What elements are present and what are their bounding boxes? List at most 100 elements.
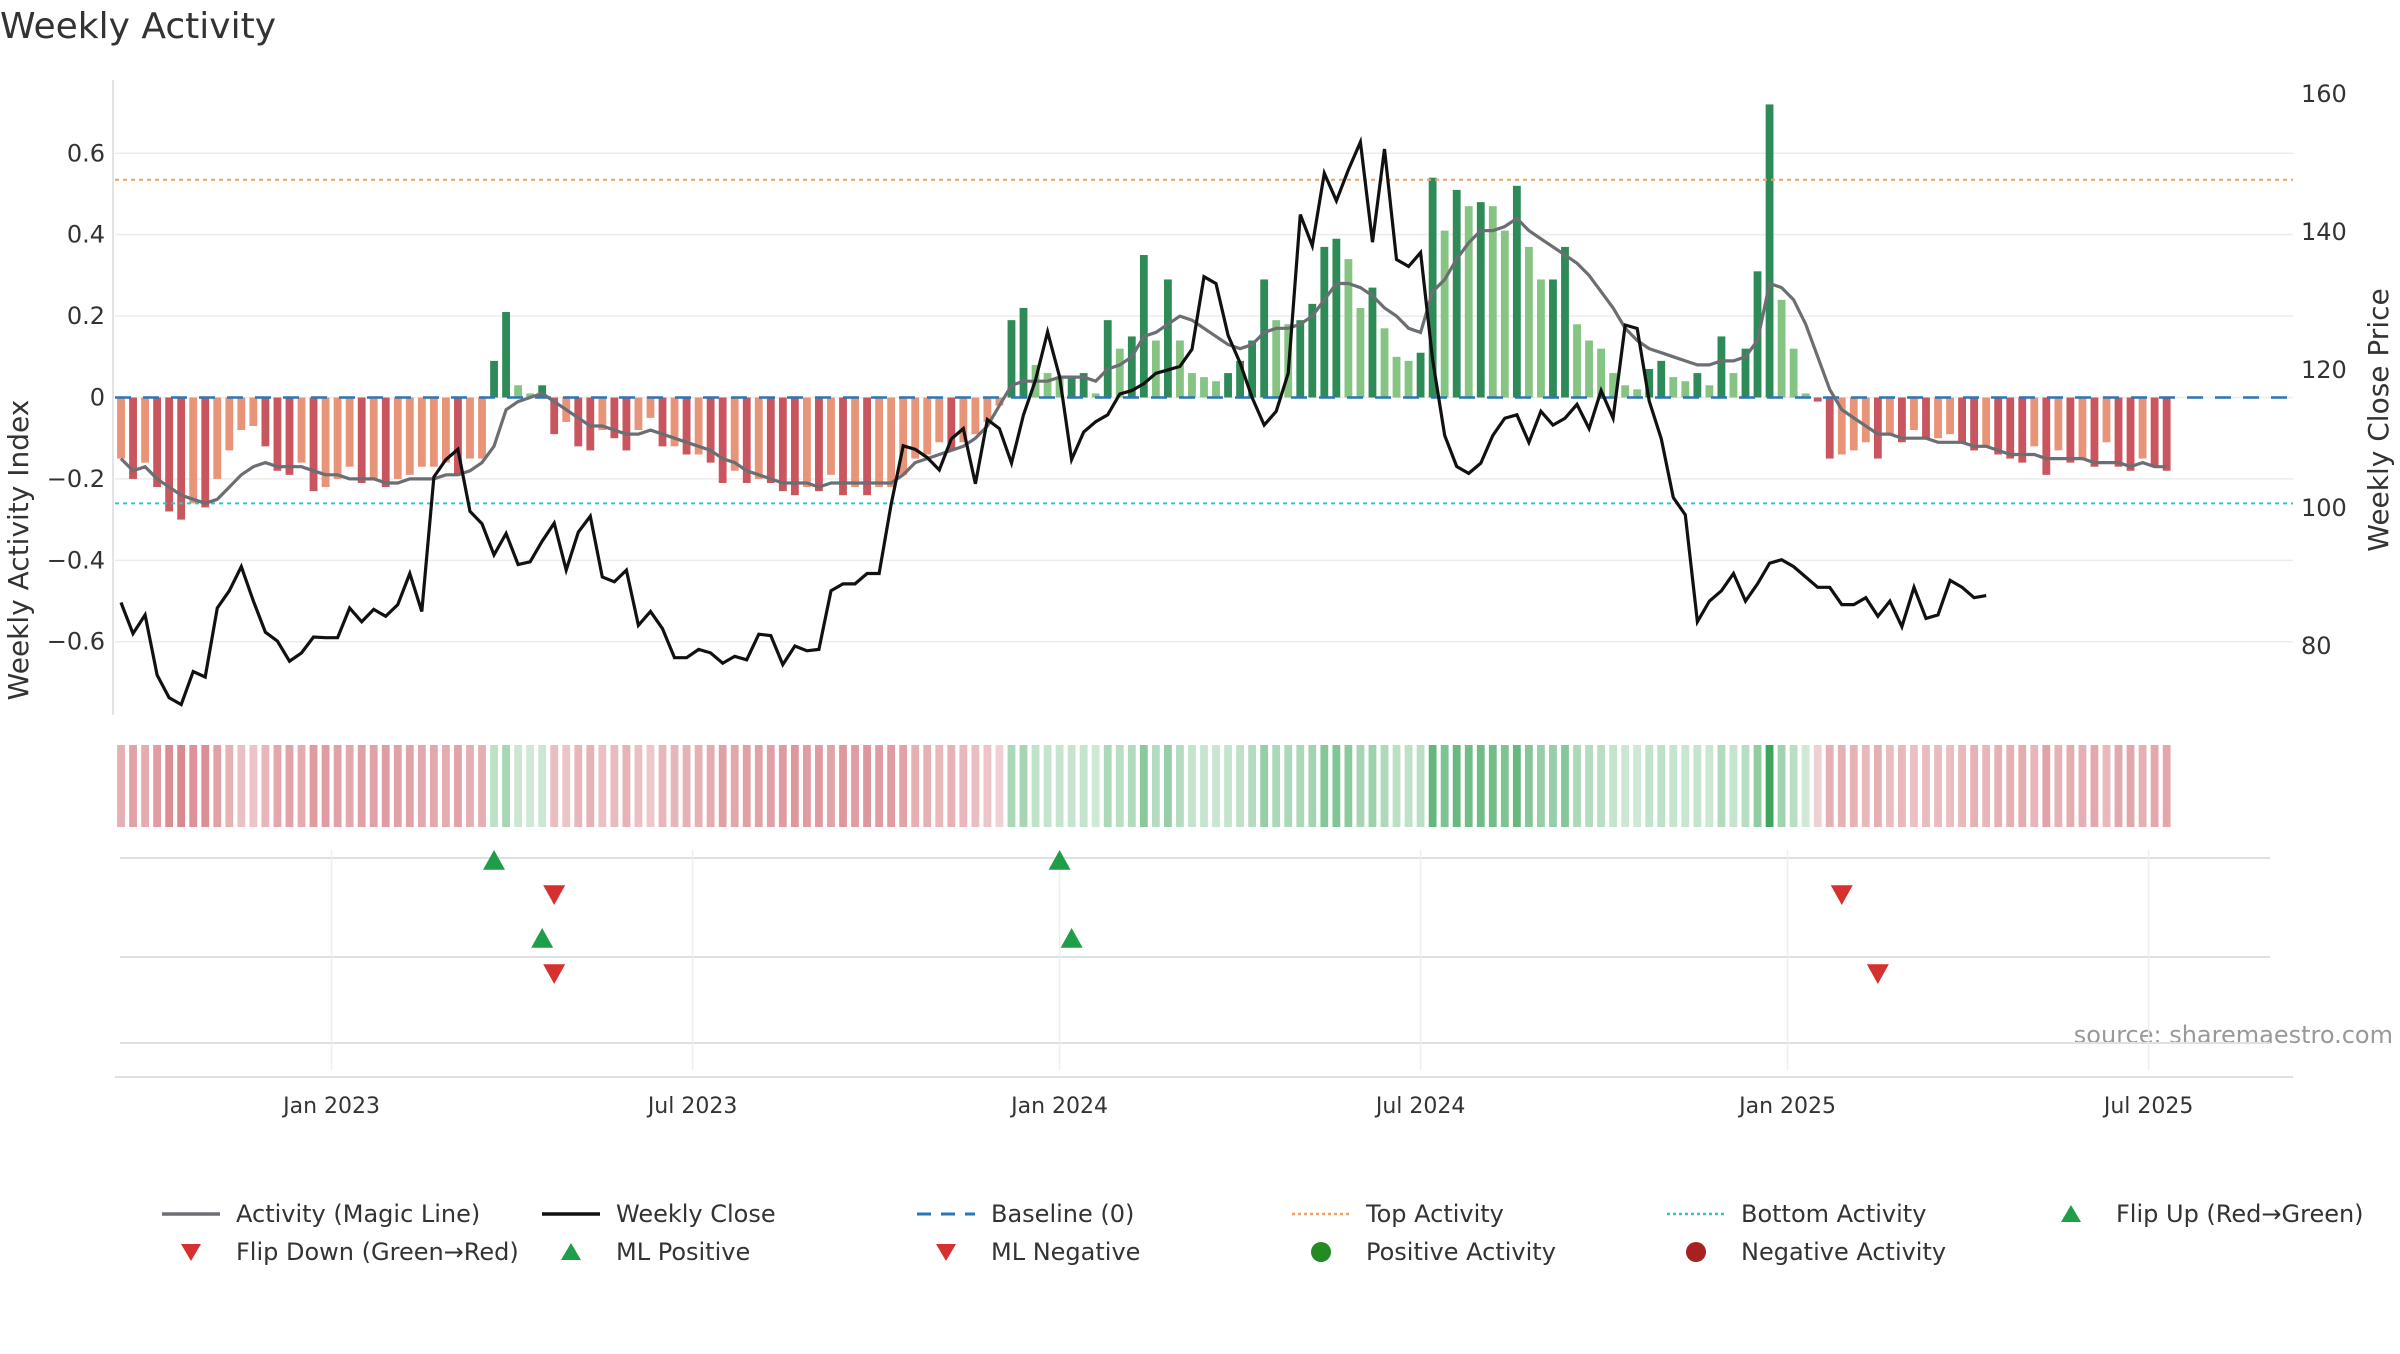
activity-bar (1693, 373, 1702, 398)
heat-strip-cell (2078, 745, 2087, 827)
activity-bar (815, 397, 823, 492)
activity-bar (2126, 397, 2135, 471)
activity-bar (1597, 348, 1606, 398)
activity-bar (1067, 377, 1076, 398)
heat-strip-cell (1910, 745, 1918, 827)
heat-strip-cell (1573, 745, 1581, 827)
heat-strip-cell (1176, 745, 1184, 827)
activity-bar (1813, 397, 1822, 402)
activity-bar (1922, 397, 1930, 439)
heat-strip-cell (2030, 745, 2039, 827)
heat-strip-cell (875, 745, 884, 827)
activity-bar (622, 397, 631, 451)
heat-strip-cell (1729, 745, 1738, 827)
activity-bar (1476, 202, 1485, 398)
heat-strip-cell (2138, 745, 2147, 827)
legend-item: ML Positive (540, 1238, 750, 1266)
activity-bar (502, 312, 510, 398)
activity-bar (1982, 397, 1991, 447)
activity-bar (754, 397, 763, 479)
legend-item: ML Negative (915, 1238, 1140, 1266)
activity-bar (1585, 340, 1593, 398)
heat-strip-cell (213, 745, 222, 827)
activity-bar (1224, 373, 1232, 398)
legend-item: Weekly Close (540, 1200, 776, 1228)
y-tick-label: −0.2 (47, 465, 105, 493)
activity-bar (694, 397, 703, 455)
x-tick-label: Jul 2024 (1374, 1094, 1466, 1119)
heat-strip-cell (369, 745, 378, 827)
activity-bar (454, 397, 462, 475)
activity-bar (2150, 397, 2159, 467)
legend-swatch-icon (936, 1244, 956, 1261)
activity-bar (369, 397, 378, 479)
activity-bar (442, 397, 450, 463)
heat-strip-cell (1151, 745, 1160, 827)
heat-strip-cell (802, 745, 811, 827)
activity-bar (1681, 381, 1690, 398)
heat-strip-cell (923, 745, 932, 827)
heat-strip-cell (574, 745, 583, 827)
heat-strip-cell (622, 745, 631, 827)
heat-strip-cell (598, 745, 607, 827)
heat-strip-cell (141, 745, 149, 827)
activity-bar (1139, 255, 1148, 398)
activity-bar (309, 397, 318, 492)
heat-strip-cell (670, 745, 679, 827)
heat-strip-cell (429, 745, 438, 827)
heat-strip-cell (935, 745, 944, 827)
legend-swatch-icon (542, 1212, 600, 1216)
activity-bar (718, 397, 727, 483)
activity-bar (1657, 360, 1666, 398)
heat-strip-cell (646, 745, 655, 827)
heat-strip-cell (1585, 745, 1593, 827)
heat-strip-cell (1272, 745, 1281, 827)
heat-strip-cell (1512, 745, 1521, 827)
heat-strip-cell (321, 745, 330, 827)
activity-bar (165, 397, 174, 512)
heat-strip-cell (297, 745, 306, 827)
activity-bar (1188, 373, 1196, 398)
heat-strip-cell (658, 745, 667, 827)
activity-bar (1994, 397, 2003, 455)
heat-strip-cell (1344, 745, 1353, 827)
activity-bar (1633, 389, 1642, 398)
activity-bar (1296, 320, 1305, 398)
heat-strip-cell (911, 745, 920, 827)
y2-tick-label: 160 (2301, 80, 2347, 108)
heat-strip-cell (1356, 745, 1365, 827)
activity-bar (1440, 230, 1449, 398)
activity-bar (1079, 373, 1088, 398)
y-axis-label: Weekly Activity Index (2, 400, 35, 701)
legend-item: Baseline (0) (915, 1200, 1134, 1228)
heat-strip-cell (1248, 745, 1257, 827)
activity-bar (1464, 206, 1473, 398)
activity-bar (478, 397, 486, 459)
heat-strip-cell (1019, 745, 1028, 827)
heat-strip-cell (1597, 745, 1606, 827)
flip-up-marker (1048, 850, 1071, 870)
heat-strip-cell (1320, 745, 1329, 827)
heat-strip-cell (177, 745, 186, 827)
heat-strip-cell (261, 745, 270, 827)
heat-strip-cell (514, 745, 523, 827)
activity-bar (538, 385, 547, 398)
activity-bar (249, 397, 258, 426)
activity-bar (1777, 299, 1786, 398)
heat-strip-cell (1645, 745, 1654, 827)
y2-axis-label: Weekly Close Price (2362, 288, 2395, 551)
activity-bar (1500, 230, 1509, 398)
heat-strip-cell (1464, 745, 1473, 827)
activity-bar (742, 397, 751, 483)
activity-bar (1176, 340, 1184, 398)
heat-strip-cell (839, 745, 847, 827)
activity-bar (983, 397, 992, 422)
heat-strip-cell (129, 745, 137, 827)
heat-strip-cell (1296, 745, 1305, 827)
heat-strip-cell (1934, 745, 1942, 827)
heat-strip-cell (550, 745, 559, 827)
flip-down-marker (1830, 885, 1853, 905)
activity-bar (827, 397, 835, 475)
heat-strip-cell (1946, 745, 1954, 827)
y-tick-label: −0.4 (47, 546, 105, 574)
